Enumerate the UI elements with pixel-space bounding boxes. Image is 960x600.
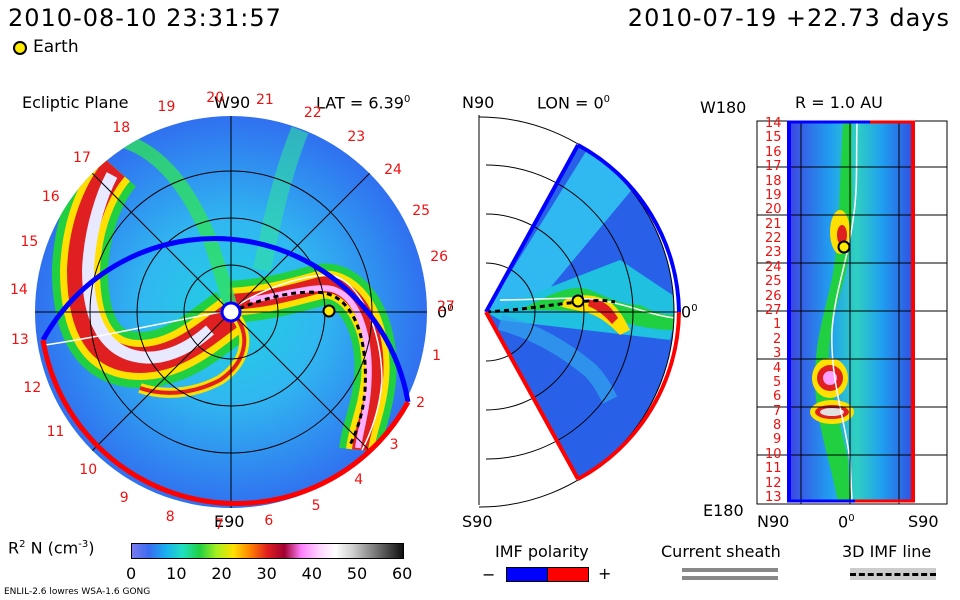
lat-label: LAT = 6.390 <box>316 93 411 113</box>
s90-label: S90 <box>462 512 493 531</box>
radial-tick-2: 2 <box>773 331 782 347</box>
earth-meridional-icon <box>571 294 585 308</box>
rotation-tick-18: 18 <box>112 119 131 136</box>
r-label: R = 1.0 AU <box>795 93 883 112</box>
rotation-tick-5: 5 <box>311 497 321 514</box>
radial-tick-10: 10 <box>765 446 782 462</box>
colorbar-tick-40: 40 <box>301 564 323 583</box>
ecliptic-plane-plot <box>35 116 427 508</box>
radial-tick-27: 27 <box>765 303 782 318</box>
radial-tick-20: 20 <box>765 202 782 218</box>
imf-minus-label: − <box>482 565 496 584</box>
rotation-tick-16: 16 <box>41 189 60 205</box>
rotation-tick-10: 10 <box>79 461 98 478</box>
earth-ecliptic-icon <box>322 304 336 318</box>
rotation-tick-15: 15 <box>20 233 39 250</box>
rotation-tick-22: 22 <box>303 104 322 121</box>
rotation-tick-27: 27 <box>436 298 455 315</box>
colorbar-label: R2 N (cm-3) <box>8 538 95 558</box>
imf-polarity-title: IMF polarity <box>495 542 589 561</box>
imf-line-dash <box>850 573 936 576</box>
radial-tick-5: 5 <box>773 374 782 390</box>
radial-tick-4: 4 <box>773 360 782 376</box>
radial-tick-25: 25 <box>765 274 782 290</box>
rotation-tick-9: 9 <box>119 490 129 507</box>
n90-label: N90 <box>462 93 495 112</box>
radial-tick-1: 1 <box>773 317 782 333</box>
imf-line-title: 3D IMF line <box>842 542 932 561</box>
colorbar-tick-50: 50 <box>346 564 368 583</box>
current-sheath-swatch <box>682 568 778 572</box>
radial-tick-7: 7 <box>773 403 782 419</box>
lon-label: LON = 00 <box>537 93 611 113</box>
colorbar <box>131 543 404 559</box>
colorbar-tick-60: 60 <box>392 564 413 583</box>
radial-tick-13: 13 <box>765 490 782 505</box>
datetime-label: 2010-08-10 23:31:57 <box>8 4 282 32</box>
rotation-tick-12: 12 <box>23 380 42 397</box>
meridional-zero-label: 00 <box>681 302 698 322</box>
meridional-plane-plot <box>478 115 681 508</box>
radial-n90-label: N90 <box>757 512 790 531</box>
radial-tick-8: 8 <box>773 418 782 434</box>
e90-label: E90 <box>214 512 245 531</box>
radial-tick-17: 17 <box>765 159 782 175</box>
rotation-tick-3: 3 <box>389 437 399 454</box>
rotation-tick-20: 20 <box>206 89 225 106</box>
rotation-tick-11: 11 <box>46 424 65 441</box>
radial-tick-21: 21 <box>765 216 782 232</box>
radial-tick-11: 11 <box>765 461 782 477</box>
current-sheath-title: Current sheath <box>661 542 781 561</box>
radial-tick-16: 16 <box>765 144 782 160</box>
w180-label: W180 <box>700 98 747 117</box>
rotation-tick-13: 13 <box>10 332 29 349</box>
earth-marker-icon <box>13 41 27 55</box>
colorbar-tick-30: 30 <box>256 564 277 583</box>
reference-date-label: 2010-07-19 +22.73 days <box>627 4 950 32</box>
imf-negative-swatch <box>506 567 548 582</box>
earth-legend-label: Earth <box>33 37 79 57</box>
w90-label: W90 <box>214 93 251 112</box>
rotation-tick-19: 19 <box>157 99 176 116</box>
imf-positive-swatch <box>547 567 589 582</box>
radial-tick-24: 24 <box>765 259 782 275</box>
rotation-tick-21: 21 <box>255 91 274 108</box>
model-footer: ENLIL-2.6 lowres WSA-1.6 GONG <box>4 587 151 597</box>
rotation-tick-24: 24 <box>384 162 402 179</box>
radial-tick-15: 15 <box>765 130 782 146</box>
radial-strip-plot <box>756 120 948 505</box>
radial-tick-22: 22 <box>765 231 782 247</box>
radial-tick-19: 19 <box>765 187 782 203</box>
rotation-tick-26: 26 <box>430 249 449 266</box>
rotation-tick-4: 4 <box>354 472 364 489</box>
radial-tick-26: 26 <box>765 288 782 304</box>
radial-s90-label: S90 <box>908 512 939 531</box>
rotation-tick-17: 17 <box>73 150 91 167</box>
rotation-tick-1: 1 <box>432 348 442 365</box>
rotation-tick-2: 2 <box>416 395 426 412</box>
rotation-tick-25: 25 <box>412 203 431 220</box>
earth-radial-icon <box>837 240 851 254</box>
ecliptic-zero-label: 00 <box>437 302 454 322</box>
rotation-tick-6: 6 <box>264 512 274 529</box>
radial-tick-3: 3 <box>773 346 782 362</box>
radial-tick-9: 9 <box>773 432 782 448</box>
imf-plus-label: + <box>598 564 612 583</box>
radial-tick-23: 23 <box>765 245 782 261</box>
colorbar-tick-10: 10 <box>166 564 187 583</box>
rotation-tick-23: 23 <box>347 128 366 145</box>
radial-tick-6: 6 <box>773 389 782 405</box>
colorbar-tick-0: 0 <box>126 564 137 583</box>
e180-label: E180 <box>703 501 744 520</box>
radial-tick-18: 18 <box>765 173 782 189</box>
colorbar-tick-20: 20 <box>211 564 232 583</box>
rotation-tick-7: 7 <box>214 516 224 533</box>
rotation-tick-14: 14 <box>9 282 28 299</box>
ecliptic-plane-title: Ecliptic Plane <box>22 93 129 112</box>
radial-zero-label: 00 <box>838 512 855 532</box>
radial-tick-12: 12 <box>765 475 782 491</box>
radial-tick-14: 14 <box>765 116 782 131</box>
rotation-tick-8: 8 <box>165 509 175 526</box>
